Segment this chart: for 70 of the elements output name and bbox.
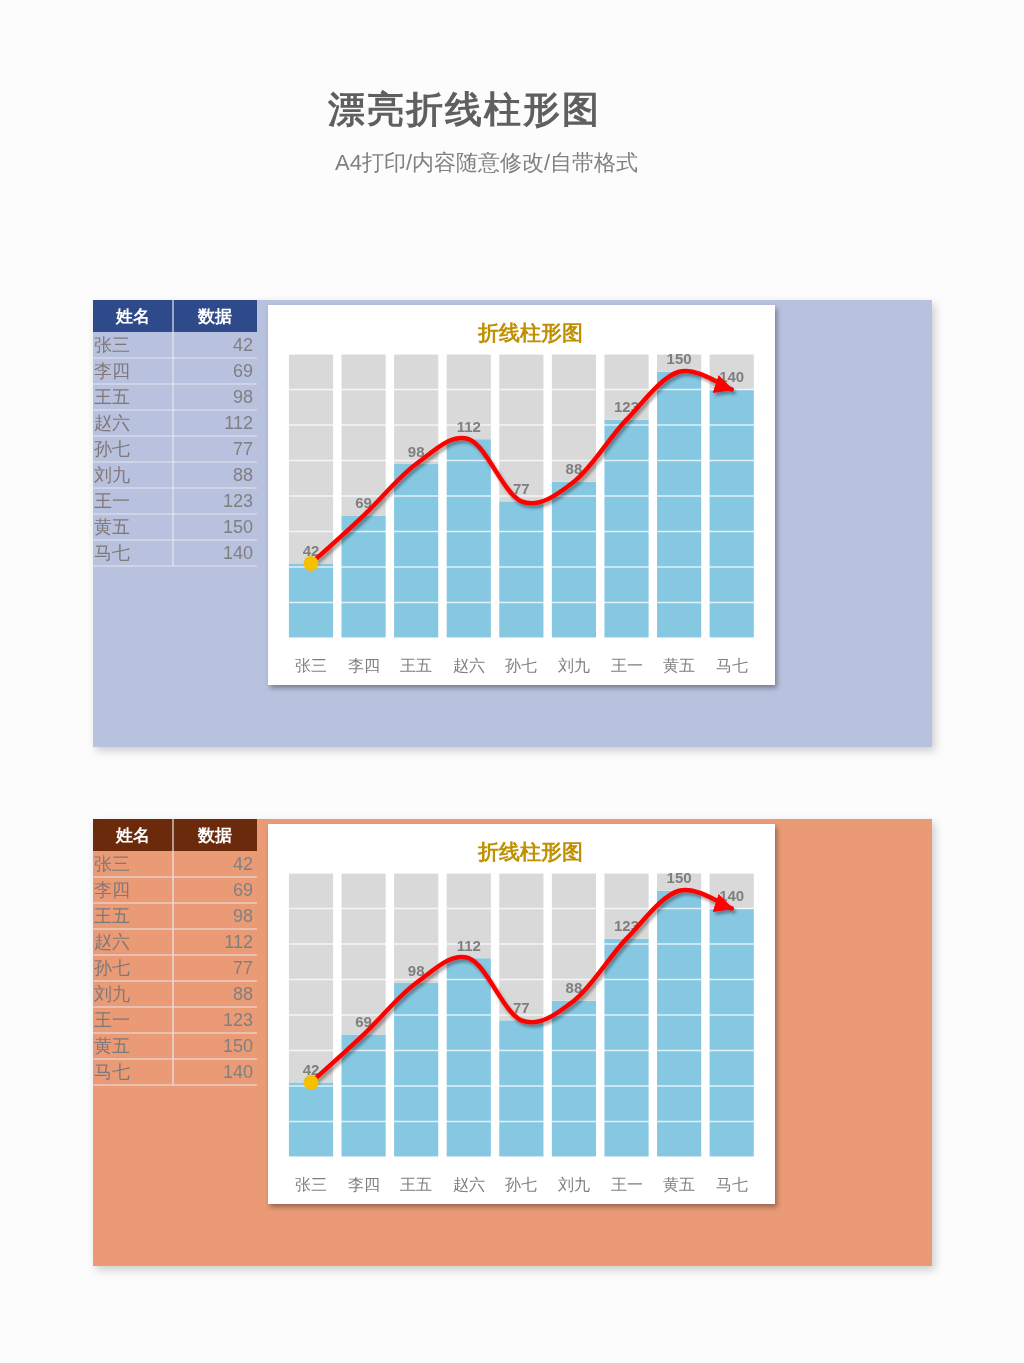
x-tick-label: 赵六 bbox=[452, 656, 485, 674]
x-tick-label: 刘九 bbox=[557, 1175, 590, 1193]
x-tick-label: 孙七 bbox=[505, 1175, 538, 1193]
bar bbox=[288, 873, 334, 1083]
bar bbox=[341, 873, 386, 1035]
x-tick-label: 刘九 bbox=[557, 656, 590, 674]
bar bbox=[709, 389, 754, 638]
bar bbox=[499, 873, 544, 1021]
bar bbox=[499, 501, 544, 638]
bar bbox=[657, 890, 702, 1157]
data-label: 150 bbox=[666, 350, 692, 368]
data-label: 88 bbox=[565, 979, 583, 997]
data-label: 69 bbox=[355, 494, 372, 512]
bar bbox=[394, 464, 439, 638]
x-tick-label: 黄五 bbox=[663, 1175, 696, 1193]
bar bbox=[288, 563, 334, 638]
bar bbox=[446, 873, 491, 959]
data-label: 98 bbox=[407, 442, 425, 460]
bar bbox=[394, 873, 439, 984]
table: 姓名 数据 张三 42 李四 69 王五 98 赵六 112 孙七 77 刘九 88 王一 123 黄五 150 马七 140 bbox=[92, 299, 258, 567]
x-tick-label: 赵六 bbox=[452, 1175, 485, 1193]
data-label: 140 bbox=[719, 368, 745, 385]
bar bbox=[288, 354, 334, 564]
x-tick-label: 王五 bbox=[400, 656, 433, 674]
bar bbox=[551, 1000, 597, 1157]
bar bbox=[499, 354, 544, 502]
bar bbox=[341, 515, 386, 638]
x-tick-label: 黄五 bbox=[663, 656, 696, 674]
bar bbox=[394, 983, 439, 1157]
x-tick-label: 孙七 bbox=[505, 656, 538, 674]
data-label: 77 bbox=[513, 479, 530, 497]
data-label: 150 bbox=[666, 869, 692, 887]
bar bbox=[341, 1034, 386, 1157]
x-tick-label: 王一 bbox=[610, 1175, 643, 1193]
data-label: 112 bbox=[456, 417, 481, 435]
bar bbox=[604, 419, 649, 638]
bar bbox=[446, 354, 491, 440]
data-label: 112 bbox=[456, 936, 481, 954]
x-tick-label: 马七 bbox=[715, 656, 748, 674]
table: 姓名 数据 张三 42 李四 69 王五 98 赵六 112 孙七 77 刘九 88 王一 123 黄五 150 马七 140 bbox=[92, 818, 258, 1086]
x-tick-label: 王五 bbox=[400, 1175, 433, 1193]
x-tick-label: 张三 bbox=[294, 1175, 327, 1193]
bar bbox=[446, 958, 491, 1157]
data-label: 88 bbox=[565, 460, 583, 478]
bar bbox=[709, 908, 754, 1157]
bar bbox=[604, 938, 649, 1157]
text: A4打印/内容随意修改/自带格式 bbox=[335, 150, 639, 175]
bar bbox=[657, 371, 702, 638]
bar bbox=[551, 354, 597, 482]
chart-title: 折线柱形图 bbox=[476, 839, 583, 863]
bar bbox=[341, 354, 386, 516]
bar bbox=[499, 1020, 544, 1158]
bar bbox=[551, 481, 597, 638]
data-label: 77 bbox=[513, 998, 530, 1016]
data-label: 69 bbox=[355, 1013, 372, 1031]
bar bbox=[394, 354, 439, 465]
data-label: 98 bbox=[407, 961, 425, 979]
bar bbox=[288, 1082, 334, 1157]
text: 漂亮折线柱形图 bbox=[327, 89, 601, 130]
chart-title: 折线柱形图 bbox=[476, 320, 583, 344]
x-tick-label: 李四 bbox=[347, 656, 380, 674]
x-tick-label: 马七 bbox=[715, 1175, 748, 1193]
data-label: 42 bbox=[302, 541, 320, 559]
x-tick-label: 王一 bbox=[610, 656, 643, 674]
bar bbox=[551, 873, 597, 1001]
bar bbox=[446, 439, 491, 638]
x-tick-label: 李四 bbox=[347, 1175, 380, 1193]
data-label: 42 bbox=[302, 1060, 320, 1078]
x-tick-label: 张三 bbox=[294, 656, 327, 674]
data-label: 140 bbox=[719, 887, 745, 904]
